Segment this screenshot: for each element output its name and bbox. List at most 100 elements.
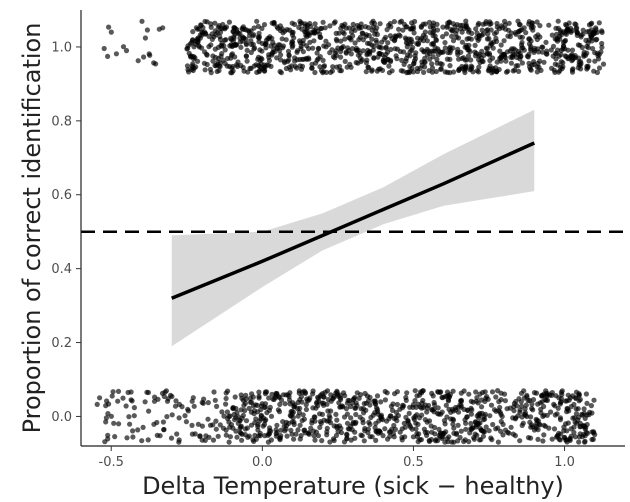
data-point-correct	[562, 53, 568, 59]
data-point-incorrect	[290, 415, 296, 421]
data-point-incorrect	[490, 421, 496, 428]
data-point-correct	[549, 32, 555, 38]
data-point-incorrect	[324, 425, 330, 431]
data-point-correct	[384, 27, 390, 33]
data-point-incorrect	[581, 406, 587, 412]
data-point-correct	[312, 21, 318, 27]
data-point-incorrect	[428, 436, 434, 443]
data-point-correct	[578, 66, 584, 72]
data-point-incorrect	[344, 411, 350, 417]
data-point-incorrect	[233, 405, 239, 412]
data-point-correct	[570, 66, 576, 72]
data-point-correct	[600, 61, 607, 67]
data-point-correct	[529, 20, 535, 26]
data-point-correct	[213, 54, 219, 61]
data-point-correct	[539, 49, 546, 55]
data-point-correct	[424, 38, 430, 44]
data-point-incorrect	[401, 420, 407, 426]
data-point-correct	[277, 27, 283, 34]
data-point-correct	[447, 56, 453, 63]
data-point-correct	[285, 48, 292, 55]
data-point-incorrect	[374, 393, 381, 399]
data-point-incorrect	[253, 416, 259, 422]
data-point-correct	[279, 36, 285, 42]
data-point-incorrect	[293, 431, 299, 437]
data-point-correct	[283, 37, 289, 43]
data-point-correct	[275, 42, 282, 48]
data-point-correct	[329, 47, 335, 53]
data-point-correct	[289, 39, 295, 45]
data-point-incorrect	[533, 390, 540, 396]
data-point-incorrect	[124, 435, 130, 441]
data-point-correct	[450, 38, 457, 44]
data-point-correct	[210, 58, 216, 64]
data-point-incorrect	[589, 429, 595, 435]
data-point-correct	[250, 33, 256, 39]
data-point-correct	[548, 47, 554, 53]
data-point-incorrect	[375, 411, 381, 417]
data-point-incorrect	[277, 401, 283, 407]
data-point-correct	[404, 24, 410, 30]
data-point-incorrect	[300, 412, 306, 418]
data-point-incorrect	[382, 426, 388, 432]
data-point-incorrect	[576, 439, 582, 445]
data-point-correct	[209, 31, 215, 37]
data-point-incorrect	[94, 401, 100, 407]
data-point-correct	[302, 21, 308, 27]
data-point-incorrect	[109, 393, 115, 399]
data-point-correct	[256, 39, 262, 45]
data-point-correct	[502, 18, 508, 24]
data-point-correct	[430, 41, 436, 47]
data-point-correct	[498, 23, 505, 29]
data-point-correct	[363, 69, 369, 75]
data-point-incorrect	[360, 420, 366, 426]
data-point-correct	[312, 69, 318, 76]
data-point-incorrect	[517, 438, 523, 444]
data-point-correct	[409, 47, 415, 53]
data-point-correct	[197, 32, 203, 38]
data-point-incorrect	[373, 437, 379, 443]
data-point-correct	[300, 41, 306, 47]
data-point-incorrect	[424, 409, 430, 415]
data-point-correct	[419, 59, 425, 65]
data-point-incorrect	[570, 415, 576, 421]
data-point-incorrect	[466, 439, 472, 445]
data-point-correct	[228, 42, 234, 48]
data-point-correct	[596, 56, 602, 62]
data-point-correct	[472, 42, 478, 49]
data-point-correct	[433, 68, 439, 75]
data-point-correct	[397, 19, 403, 25]
data-point-incorrect	[112, 434, 118, 440]
data-point-correct	[501, 38, 507, 44]
data-point-correct	[336, 30, 342, 36]
data-point-incorrect	[576, 414, 582, 420]
data-point-correct	[214, 68, 220, 75]
data-point-incorrect	[474, 432, 480, 438]
data-point-incorrect	[376, 418, 382, 424]
data-point-incorrect	[447, 391, 453, 398]
data-point-correct	[202, 67, 208, 73]
data-point-incorrect	[483, 424, 489, 430]
data-point-incorrect	[372, 398, 378, 404]
data-point-correct	[560, 64, 566, 70]
data-point-correct	[487, 19, 493, 25]
data-point-correct	[488, 27, 494, 33]
data-point-correct	[200, 25, 206, 31]
data-point-correct	[238, 44, 244, 50]
data-point-correct	[191, 65, 197, 71]
data-point-correct	[369, 27, 375, 33]
data-point-incorrect	[554, 411, 560, 417]
data-point-correct	[508, 60, 514, 66]
data-point-incorrect	[274, 422, 280, 428]
x-tick-label: -0.5	[99, 455, 124, 470]
data-point-correct	[429, 65, 436, 71]
data-point-incorrect	[111, 420, 117, 426]
data-point-correct	[487, 57, 493, 64]
data-point-correct	[433, 37, 439, 43]
data-point-incorrect	[519, 414, 525, 420]
data-point-incorrect	[330, 396, 336, 402]
data-point-correct	[563, 21, 569, 28]
data-point-correct	[494, 20, 500, 27]
data-point-incorrect	[420, 404, 427, 411]
data-point-incorrect	[455, 438, 461, 444]
